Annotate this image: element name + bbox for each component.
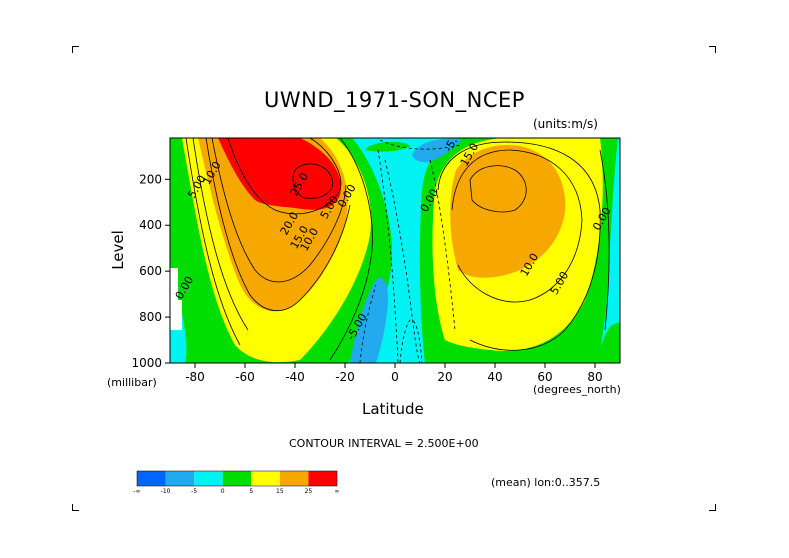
sh-ice-fill-band-0: [196, 282, 214, 363]
x-tick-label: -80: [185, 370, 205, 384]
negative-contour-line-5: [359, 284, 377, 363]
x-tick-label: 60: [537, 370, 552, 384]
colorbar-tick-label: -∞: [133, 488, 140, 495]
contour-line-sh-7: [329, 138, 373, 361]
x-tick-label: 20: [437, 370, 452, 384]
negative-contour-line-1: [384, 159, 421, 363]
contour-line-sh-2: [192, 138, 249, 331]
contour-line-sh-5: [227, 138, 342, 215]
x-tick-label: 0: [391, 370, 399, 384]
x-tick-label: -20: [335, 370, 355, 384]
chart-title: UWND_1971-SON_NCEP: [264, 88, 525, 112]
colorbar-tick-label: 0: [221, 488, 225, 495]
colorbar-swatch: [308, 471, 337, 486]
contour-line-nh-4: [599, 149, 610, 331]
units-label: (units:m/s): [533, 117, 598, 131]
colorbar-frame: [136, 470, 338, 487]
frame-corner-top-left: [72, 46, 79, 53]
contour-line-sh-6: [292, 163, 334, 199]
colorbar-swatch: [137, 471, 166, 486]
x-axis-title: Latitude: [362, 400, 424, 418]
strat-fill-band-0: [365, 141, 410, 152]
y-tick-label: 800: [139, 310, 162, 324]
axis-layer: -80 -60 -40 -20 0 20 40 60 80 200 400 600 800 1000: [131, 172, 602, 384]
colorbar-tick-label: -5: [191, 488, 197, 495]
contour-interval-note: CONTOUR INTERVAL = 2.500E+00: [289, 437, 479, 450]
contour-line-sh-3: [205, 138, 351, 312]
negative-contour-line-2: [377, 149, 399, 363]
negative-contour-line-3: [399, 319, 423, 363]
contour-line-nh-2: [451, 149, 583, 303]
x-tick-label: 80: [587, 370, 602, 384]
colorbar-tick-label: -10: [161, 488, 171, 495]
sh-fill-band-25: [218, 138, 341, 210]
y-axis-unit: (millibar): [107, 376, 157, 389]
y-tick-label: 400: [139, 218, 162, 232]
sh-surface-fill-band-white: [170, 268, 182, 330]
negative-contour-line-6: [379, 139, 461, 150]
colorbar-swatch: [165, 471, 195, 486]
x-tick-label: 40: [487, 370, 502, 384]
contour-line-sh-1: [185, 138, 241, 346]
frame-corner-bottom-right: [709, 504, 716, 511]
colorbar-swatch: [279, 471, 309, 486]
colorbar-tick-label: 25: [305, 488, 313, 495]
colorbar-tick-label: ∞: [335, 488, 340, 495]
y-tick-label: 200: [139, 172, 162, 186]
x-tick-label: -60: [235, 370, 255, 384]
mean-longitude-note: (mean) lon:0..357.5: [491, 476, 601, 489]
colorbar-tick-label: 5: [249, 488, 253, 495]
contour-line-sh-4: [211, 138, 347, 283]
strat-fill-band-minus-5: [412, 138, 462, 163]
colorbar-swatch: [251, 471, 280, 486]
y-tick-label: 1000: [131, 356, 162, 370]
contour-line-nh-1: [437, 141, 601, 351]
filled-contour-field: 10.05.00 25.020.015.010.05.000.000.00-5.0…: [170, 138, 620, 363]
equatorial-fill-band-minus-5: [350, 277, 388, 363]
frame-corner-top-right: [709, 46, 716, 53]
contour-lines: [185, 138, 610, 361]
nh-surface-fill-band-0: [598, 322, 620, 363]
colorbar: -∞ -10 -5 0 5 15 25 ∞: [133, 470, 340, 495]
contour-line-nh-3: [469, 165, 527, 213]
negative-contour-lines: [359, 139, 461, 363]
colorbar-tick-label: 15: [276, 488, 284, 495]
x-tick-label: -40: [285, 370, 305, 384]
x-axis-unit: (degrees_north): [533, 383, 621, 396]
colorbar-swatch: [222, 471, 252, 486]
colorbar-swatch: [194, 471, 223, 486]
y-tick-label: 600: [139, 264, 162, 278]
frame-corner-bottom-left: [72, 504, 79, 511]
